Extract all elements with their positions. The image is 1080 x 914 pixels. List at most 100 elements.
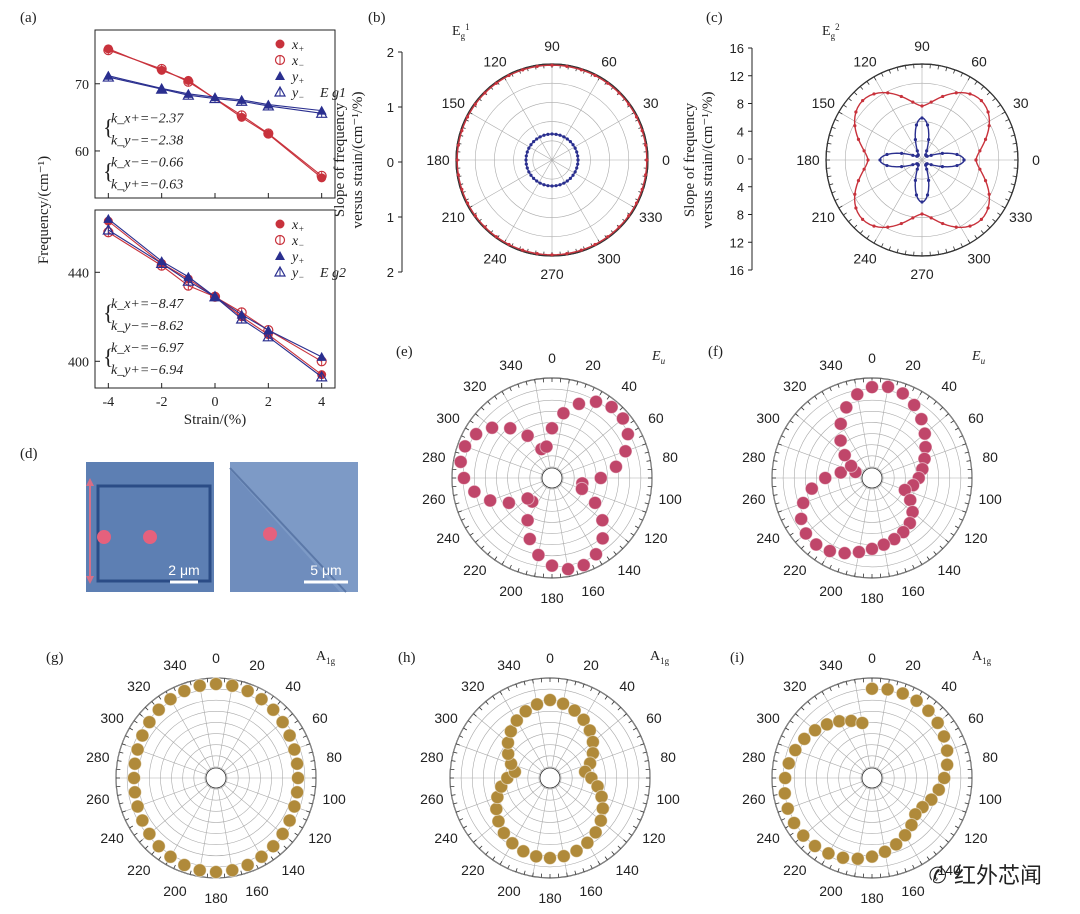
angle-tick-label: 280 xyxy=(422,449,446,465)
polar-tick xyxy=(958,818,963,821)
polar-tick xyxy=(158,695,162,700)
polar-tick xyxy=(859,86,864,90)
data-point xyxy=(920,104,924,108)
angle-tick-label: 100 xyxy=(978,491,1002,507)
data-point xyxy=(930,715,945,730)
angle-tick-label: 300 xyxy=(756,710,780,726)
data-point xyxy=(853,124,857,128)
data-point xyxy=(469,427,484,442)
data-point xyxy=(940,165,944,169)
polar-tick xyxy=(881,72,884,77)
y-tick-label: 440 xyxy=(68,266,89,281)
data-point xyxy=(777,786,792,801)
y-axis-label: Frequency/(cm⁻¹) xyxy=(36,156,52,264)
data-point xyxy=(627,214,631,218)
polar-center xyxy=(541,467,563,489)
polar-tick xyxy=(646,460,651,462)
data-point xyxy=(918,440,933,455)
polar-tick xyxy=(964,751,969,754)
angle-tick-label: 240 xyxy=(483,251,507,267)
angle-tick-label: 90 xyxy=(914,38,930,54)
data-point xyxy=(275,826,290,841)
data-point xyxy=(483,493,498,508)
data-point xyxy=(856,137,861,141)
angle-tick-label: 160 xyxy=(245,883,269,899)
polar-tick xyxy=(455,451,460,454)
y-axis-label: versus strain/(cm⁻¹/%) xyxy=(350,92,366,229)
polar-tick xyxy=(945,413,949,417)
radial-tick-label: 4 xyxy=(737,180,744,195)
polar-tick xyxy=(240,870,243,875)
data-point xyxy=(853,192,857,196)
polar-spoke xyxy=(165,777,217,865)
angle-tick-label: 0 xyxy=(548,350,556,366)
data-point xyxy=(618,444,633,459)
polar-tick xyxy=(853,224,858,229)
data-point xyxy=(520,513,535,528)
polar-tick xyxy=(465,525,470,529)
polar-tick xyxy=(919,560,923,565)
data-point xyxy=(538,135,542,139)
polar-tick xyxy=(121,743,126,746)
data-point xyxy=(885,152,889,157)
polar-tick xyxy=(866,81,870,85)
radial-tick-label: 12 xyxy=(730,235,744,250)
angle-tick-label: 340 xyxy=(819,657,843,673)
angle-tick-label: 80 xyxy=(662,449,678,465)
polar-spoke xyxy=(473,777,551,843)
polar-tick xyxy=(119,802,124,805)
x-axis-label: Strain/(%) xyxy=(184,412,246,428)
angle-tick-label: 220 xyxy=(783,562,807,578)
polar-tick xyxy=(773,460,778,462)
polar-tick xyxy=(515,683,518,688)
polar-spoke xyxy=(838,159,923,209)
polar-tick xyxy=(933,851,937,855)
angle-tick-label: 340 xyxy=(819,357,843,373)
data-point xyxy=(550,253,554,257)
polar-tick xyxy=(277,851,281,855)
polar-tick xyxy=(642,802,647,805)
data-point xyxy=(254,692,269,707)
angle-tick-label: 0 xyxy=(1032,152,1040,168)
polar-spoke xyxy=(455,743,551,779)
angle-tick-label: 120 xyxy=(964,530,988,546)
data-point xyxy=(556,406,571,421)
data-point xyxy=(589,394,604,409)
data-point xyxy=(460,129,464,133)
polar-tick xyxy=(133,720,138,724)
data-point xyxy=(561,562,576,577)
data-point xyxy=(854,206,858,210)
data-point xyxy=(920,200,924,204)
polar-tick xyxy=(992,218,996,223)
data-point xyxy=(473,102,477,106)
data-point xyxy=(876,537,891,552)
angle-tick-label: 180 xyxy=(538,890,562,906)
data-point xyxy=(850,387,865,402)
data-point xyxy=(900,151,904,155)
angle-tick-label: 0 xyxy=(662,152,670,168)
polar-tick xyxy=(461,518,466,521)
polar-center xyxy=(539,767,561,789)
polar-tick xyxy=(939,407,943,411)
data-point xyxy=(565,179,569,183)
polar-tick xyxy=(939,545,943,549)
polar-tick xyxy=(457,510,462,513)
chart-b: 906030033030027024021018015012021012Eg1S… xyxy=(332,22,670,282)
polar-tick xyxy=(306,743,311,746)
data-point xyxy=(634,201,639,205)
slope-annotation: k_x−=−6.97 xyxy=(111,341,184,356)
polar-tick xyxy=(619,407,623,411)
data-point xyxy=(865,380,879,395)
data-point xyxy=(263,325,274,335)
polar-tick xyxy=(986,224,991,229)
polar-tick xyxy=(785,427,790,431)
polar-tick xyxy=(1005,119,1010,122)
angle-tick-label: 220 xyxy=(127,862,151,878)
polar-tick xyxy=(777,510,782,513)
data-point xyxy=(524,154,528,158)
scalebar-label: 2 μm xyxy=(168,562,199,578)
data-point xyxy=(520,491,535,506)
polar-tick xyxy=(873,76,877,81)
angle-tick-label: 150 xyxy=(812,95,836,111)
